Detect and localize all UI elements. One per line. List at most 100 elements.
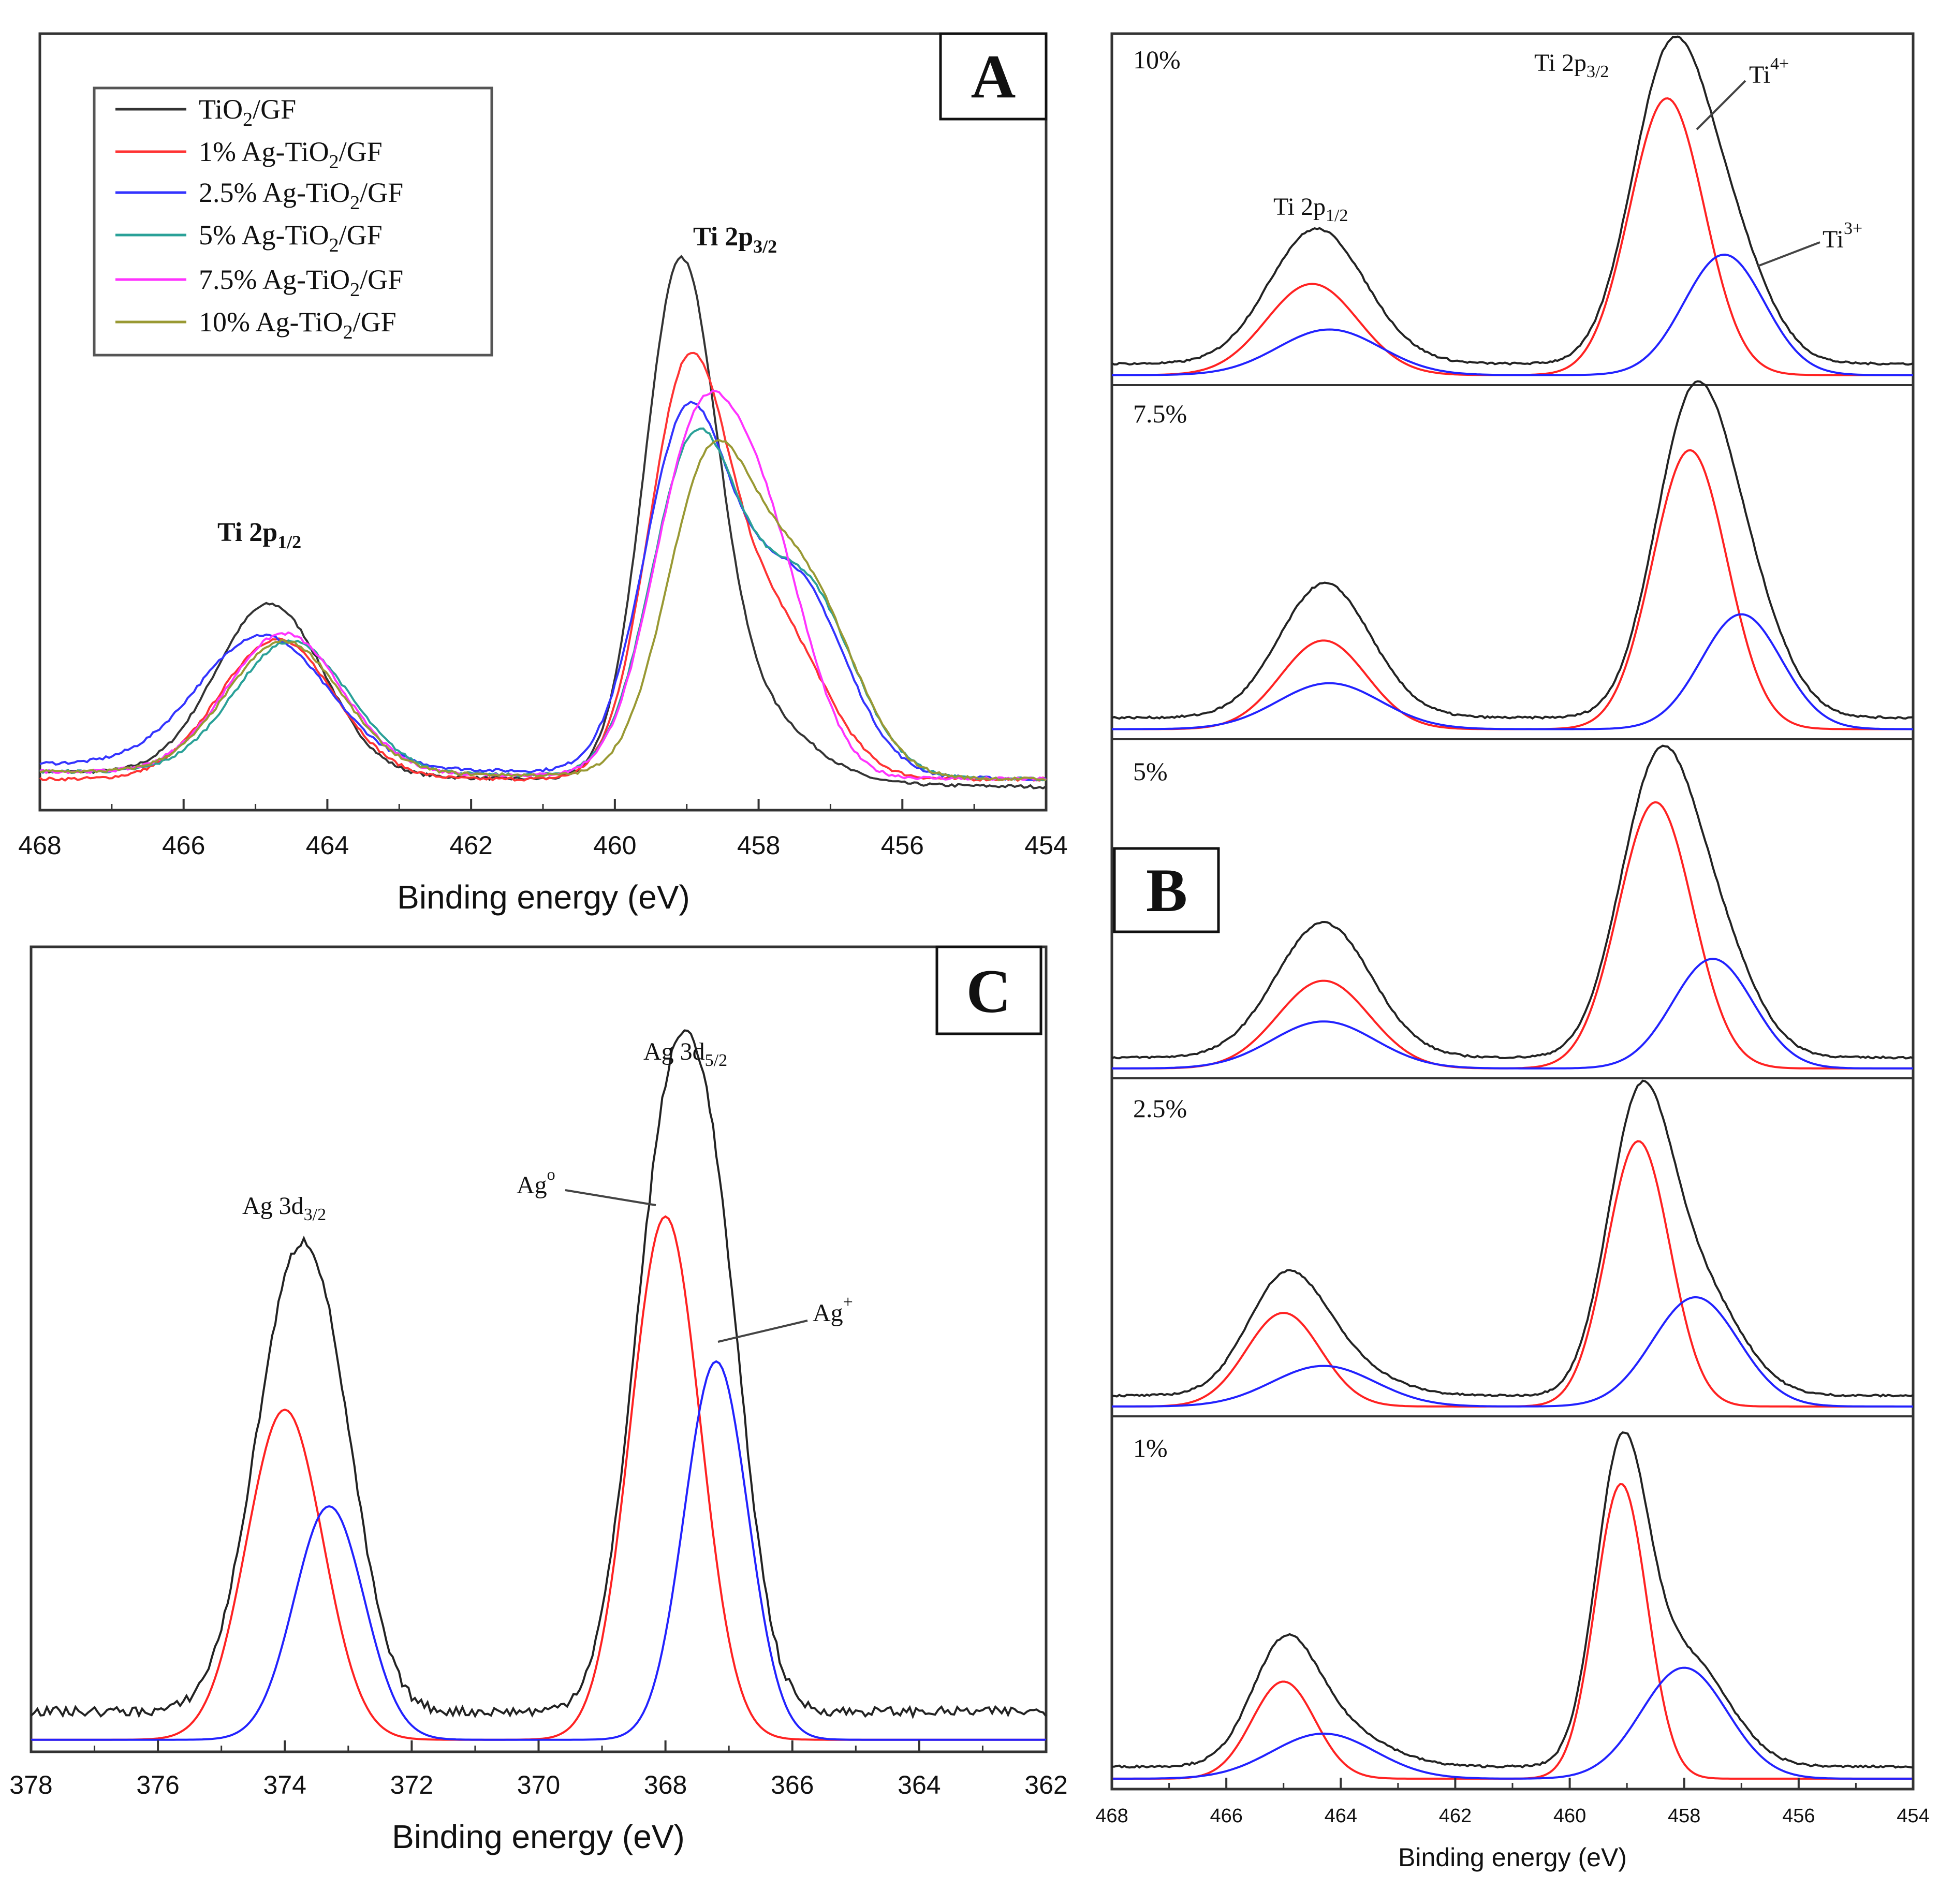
series-line-1	[39, 351, 1047, 782]
panel-a-label-box	[939, 32, 1048, 121]
panel-a-xlabel: Binding energy (eV)	[397, 878, 690, 916]
subpanel-label: 2.5%	[1133, 1094, 1187, 1123]
panel-c-curves	[30, 1029, 1047, 1741]
ti3-component-line	[1112, 1296, 1913, 1408]
subpanel-2: 5%	[1111, 744, 1914, 1070]
subpanel-label: 5%	[1133, 757, 1168, 786]
annotation-ti-2p12: Ti 2p1/2	[217, 518, 301, 552]
axis-0-tick-label: 454	[1024, 831, 1067, 860]
panel-b-xlabel: Binding energy (eV)	[1398, 1843, 1627, 1872]
subpanel-label: 7.5%	[1133, 399, 1187, 428]
axis-2-tick-label: 372	[390, 1770, 433, 1799]
axis-1-tick-label: 454	[1897, 1805, 1929, 1827]
legend-entry-1: 1% Ag-TiO2/GF	[199, 136, 383, 173]
panel-a: 468 466 464 462 460 458 456 454 Binding energy …	[18, 32, 1068, 916]
panel-a-curves	[39, 255, 1047, 790]
ti4-component-line	[1111, 1140, 1913, 1408]
subpanel-4: 1%	[1111, 1431, 1914, 1780]
ag0-component-line	[31, 1215, 1046, 1741]
panel-b-x-axis: 468 466 464 462 460 458 456 454	[1095, 1778, 1930, 1827]
panel-c-x-axis: 378 376 374 372 370 368 366 364 362	[9, 1740, 1068, 1799]
axis-2-tick-label: 374	[263, 1770, 306, 1799]
annotation-ti3: Ti3+	[1823, 219, 1862, 253]
axis-1-tick-label: 458	[1668, 1805, 1700, 1827]
series-line-3	[39, 427, 1047, 782]
panel-b-curves: 10% 7.5% 5% 2.5% 1%	[1111, 35, 1914, 1780]
legend-entry-3: 5% Ag-TiO2/GF	[199, 219, 383, 256]
ag0-leader-line	[565, 1189, 656, 1206]
legend: TiO2/GF 1% Ag-TiO2/GF 2.5% Ag-TiO2/GF 5% Ag…	[93, 86, 493, 357]
legend-entry-2: 2.5% Ag-TiO2/GF	[199, 177, 403, 214]
legend-box	[93, 86, 493, 357]
annotation-ti-2p32: Ti 2p3/2	[693, 222, 777, 257]
subpanel-label: 1%	[1133, 1433, 1168, 1462]
panel-a-x-axis: 468 466 464 462 460 458 456 454	[18, 799, 1068, 860]
annotation-ti4: Ti4+	[1749, 54, 1789, 89]
ti3-component-line	[1112, 253, 1913, 376]
panel-c-xlabel: Binding energy (eV)	[392, 1818, 685, 1855]
annotation-ag-plus: Ag+	[813, 1293, 853, 1327]
axis-1-tick-label: 462	[1439, 1805, 1472, 1827]
axis-2-tick-label: 364	[898, 1770, 941, 1799]
ti3-leader-line	[1757, 241, 1820, 267]
annotation-ag0: Ago	[517, 1165, 555, 1199]
axis-2-tick-label: 370	[517, 1770, 560, 1799]
series-line-4	[39, 389, 1047, 781]
ag-plus-component-line	[31, 1360, 1046, 1741]
envelope-line	[1111, 380, 1914, 720]
axis-1-tick-label: 468	[1095, 1805, 1128, 1827]
annotation-b-ti-2p32: Ti 2p3/2	[1534, 49, 1609, 81]
ti4-component-line	[1112, 1483, 1913, 1780]
panel-c: 378 376 374 372 370 368 366 364 362 Binding ener…	[9, 945, 1068, 1855]
axis-1-tick-label: 464	[1325, 1805, 1357, 1827]
ti4-component-line	[1112, 449, 1913, 730]
axis-0-tick-label: 458	[737, 831, 780, 860]
annotation-ag-3d32: Ag 3d3/2	[242, 1192, 326, 1224]
ti4-leader-line	[1696, 80, 1746, 130]
series-line-5	[39, 438, 1047, 782]
ti3-component-line	[1112, 958, 1913, 1070]
annotation-ag-3d52: Ag 3d5/2	[643, 1038, 727, 1070]
axis-1-tick-label: 460	[1553, 1805, 1586, 1827]
panel-a-label: A	[971, 42, 1016, 111]
axis-2-tick-label: 362	[1024, 1770, 1067, 1799]
envelope-line	[30, 1029, 1047, 1720]
axis-0-tick-label: 462	[449, 831, 492, 860]
panel-b-plot-frame	[1110, 32, 1915, 1791]
legend-entry-4: 7.5% Ag-TiO2/GF	[199, 264, 403, 301]
series-line-2	[39, 400, 1047, 782]
subpanel-1: 7.5%	[1111, 380, 1914, 730]
axis-1-tick-label: 466	[1210, 1805, 1242, 1827]
axis-0-tick-label: 464	[306, 831, 349, 860]
axis-0-tick-label: 456	[881, 831, 924, 860]
subpanel-3: 2.5%	[1111, 1079, 1914, 1408]
panel-b-label-box	[1113, 847, 1220, 933]
axis-1-tick-label: 456	[1782, 1805, 1815, 1827]
legend-entry-0: TiO2/GF	[199, 94, 296, 130]
panel-b-label: B	[1146, 856, 1187, 925]
axis-2-tick-label: 366	[771, 1770, 814, 1799]
panel-c-label: C	[966, 957, 1011, 1026]
legend-entry-5: 10% Ag-TiO2/GF	[199, 306, 396, 343]
envelope-line	[1111, 1431, 1914, 1769]
panel-c-plot-frame	[30, 945, 1048, 1753]
axis-2-tick-label: 368	[644, 1770, 687, 1799]
panel-b: 10% 7.5% 5% 2.5% 1% 468 466 464 462 460 458 456 454…	[1095, 32, 1930, 1872]
axis-0-tick-label: 460	[593, 831, 636, 860]
axis-0-tick-label: 468	[18, 831, 61, 860]
envelope-line	[1111, 744, 1914, 1060]
ti3-component-line	[1112, 1666, 1913, 1780]
ti3-component-line	[1112, 613, 1913, 730]
envelope-line	[1111, 35, 1914, 366]
panel-c-label-box	[935, 945, 1042, 1035]
axis-0-tick-label: 466	[162, 831, 205, 860]
axis-2-tick-label: 376	[136, 1770, 179, 1799]
ti4-component-line	[1112, 801, 1913, 1070]
envelope-line	[1111, 1079, 1914, 1398]
subpanel-0: 10%	[1111, 35, 1914, 376]
annotation-b-ti-2p12: Ti 2p1/2	[1273, 193, 1348, 225]
ag-plus-leader-line	[717, 1320, 808, 1343]
subpanel-label: 10%	[1133, 45, 1181, 74]
axis-2-tick-label: 378	[9, 1770, 52, 1799]
